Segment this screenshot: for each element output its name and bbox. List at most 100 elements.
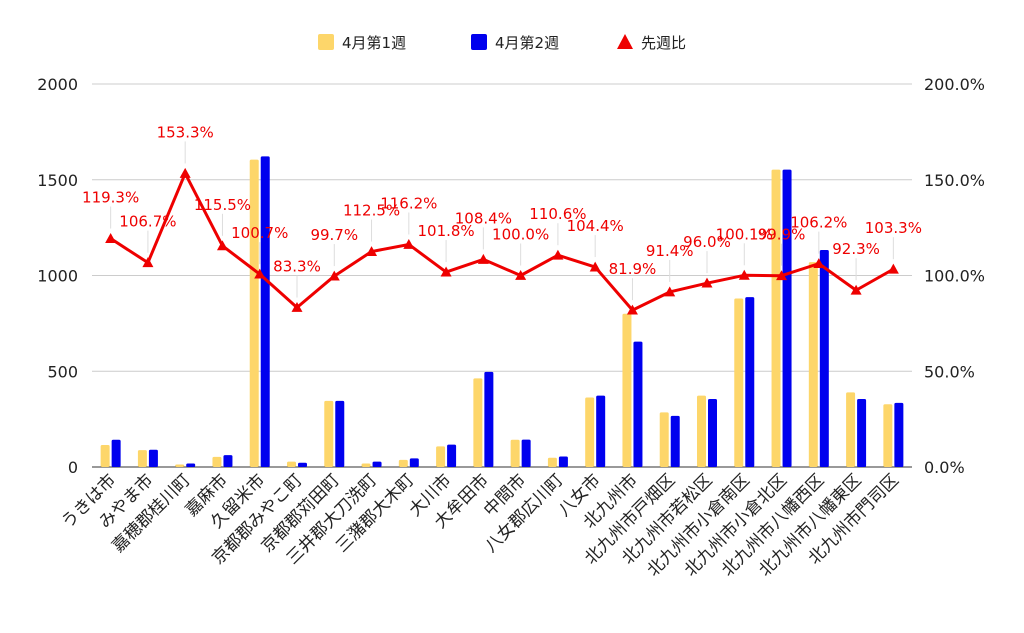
ratio-data-label: 92.3% [832,240,880,258]
ratio-marker [291,301,303,312]
ratio-data-label: 108.4% [455,209,512,227]
ratio-data-label: 96.0% [683,233,731,251]
ratio-marker [701,277,713,288]
ratio-data-label: 100.1% [716,225,773,243]
ratio-data-label: 101.8% [417,222,474,240]
bar-week1 [808,262,818,467]
legend-label[interactable]: 4月第2週 [495,34,559,52]
ratio-marker [738,269,750,280]
bar-week1 [547,457,557,467]
bar-week2 [409,458,419,467]
ratio-marker [254,268,266,279]
bar-week1 [846,392,856,467]
bar-week1 [510,439,520,467]
ratio-marker [664,286,676,297]
ratio-marker [328,270,340,281]
bar-week1 [137,450,147,467]
bar-week2 [633,341,643,467]
bar-week1 [883,404,893,467]
ratio-marker [515,270,527,280]
bar-week1 [734,298,744,467]
ratio-marker [440,266,452,277]
bar-week1 [659,412,669,467]
ratio-data-label: 106.7% [119,213,176,231]
bar-week1 [287,461,296,467]
right-tick-label: 100.0% [924,267,985,286]
bar-week1 [212,456,222,467]
ratio-data-label: 100.7% [231,224,288,242]
right-tick-label: 0.0% [924,458,965,477]
ratio-marker [366,246,378,256]
ratio-data-label: 115.5% [194,196,251,214]
ratio-data-label: 112.5% [343,202,400,220]
left-tick-label: 2000 [37,75,78,94]
bar-week1 [771,169,781,467]
legend-label[interactable]: 先週比 [641,34,686,52]
ratio-data-label: 106.2% [790,214,847,232]
bar-week1 [249,159,259,467]
bar-week2 [148,449,158,467]
bar-week1 [473,378,483,467]
bar-week1 [100,444,110,467]
ratio-marker [142,257,154,268]
bar-week1 [697,395,706,467]
bar-week2 [558,456,568,467]
ratio-marker [403,238,415,249]
ratio-marker [850,284,862,295]
ratio-marker [216,240,228,251]
ratio-data-label: 81.9% [609,260,657,278]
bar-week2 [223,455,233,467]
left-tick-label: 1000 [37,267,78,286]
bar-week1 [436,446,446,467]
right-tick-label: 50.0% [924,362,975,381]
ratio-data-label: 99.7% [310,226,358,244]
bar-week2 [670,415,680,467]
ratio-data-label: 116.2% [380,194,437,212]
ratio-data-label: 110.6% [529,205,586,223]
left-tick-label: 1500 [37,171,78,190]
bar-week2 [186,463,196,467]
legend-swatch [617,34,633,49]
bar-week2 [819,250,829,467]
left-tick-label: 0 [68,458,78,477]
ratio-marker [105,233,117,243]
ratio-data-label: 119.3% [82,189,139,207]
ratio-data-label: 103.3% [865,219,922,237]
bar-week2 [447,444,457,467]
bar-series [100,156,904,467]
bar-week2 [857,399,867,467]
ratio-data-label: 153.3% [157,123,214,141]
bar-week1 [361,463,371,467]
bar-week2 [596,395,606,467]
right-axis: 0.0% 50.0% 100.0% 150.0% 200.0% [924,75,985,477]
ratio-line-series: 119.3% 106.7% 153.3% 115.5% 100.7% 83.3% 99.7%… [82,123,922,315]
legend-label[interactable]: 4月第1週 [342,34,406,52]
ratio-data-label: 100.0% [492,226,549,244]
left-tick-label: 500 [47,362,78,381]
ratio-data-label: 91.4% [646,242,694,260]
legend-swatch [471,34,487,50]
ratio-data-label: 99.9% [758,226,806,244]
ratio-marker [477,253,489,264]
ratio-marker [589,261,601,272]
bar-week2 [484,371,494,467]
bar-week1 [398,459,408,467]
bar-week2 [782,169,792,467]
bar-week1 [585,397,595,467]
right-tick-label: 200.0% [924,75,985,94]
bar-week2 [111,439,121,467]
right-tick-label: 150.0% [924,171,985,190]
left-axis: 0 500 1000 1500 2000 [37,75,78,477]
bar-week2 [260,156,270,467]
bar-week2 [521,439,531,467]
bar-week1 [324,400,334,467]
bar-week2 [372,461,382,467]
bar-week2 [708,399,717,467]
bar-week1 [175,464,185,467]
ratio-marker [626,304,638,315]
legend[interactable]: 4月第1週 4月第2週 先週比 [318,34,686,52]
ratio-marker [887,263,899,274]
category-axis: うきは市みやま市嘉穂郡桂川町嘉麻市久留米市京都郡みやこ町京都郡苅田町三井郡大刀洗… [58,470,903,580]
legend-swatch [318,34,334,50]
